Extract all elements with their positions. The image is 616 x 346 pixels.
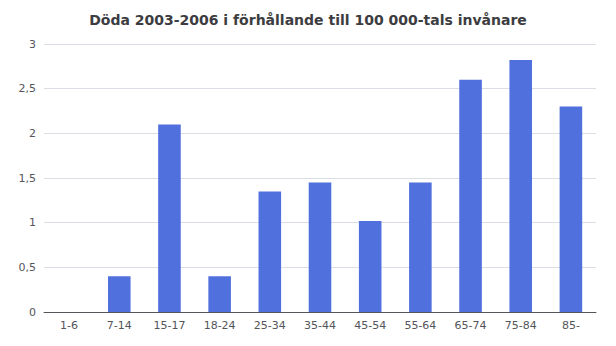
svg-text:1: 1 bbox=[29, 216, 36, 229]
svg-text:3: 3 bbox=[29, 38, 36, 51]
svg-text:75-84: 75-84 bbox=[505, 319, 537, 332]
svg-text:2,5: 2,5 bbox=[19, 82, 37, 95]
svg-text:85-: 85- bbox=[562, 319, 580, 332]
svg-text:35-44: 35-44 bbox=[304, 319, 336, 332]
svg-text:15-17: 15-17 bbox=[153, 319, 185, 332]
svg-text:1-6: 1-6 bbox=[60, 319, 78, 332]
svg-text:18-24: 18-24 bbox=[204, 319, 236, 332]
svg-text:1,5: 1,5 bbox=[19, 172, 37, 185]
svg-text:0: 0 bbox=[29, 306, 36, 319]
svg-text:45-54: 45-54 bbox=[354, 319, 386, 332]
svg-text:55-64: 55-64 bbox=[404, 319, 436, 332]
svg-text:0,5: 0,5 bbox=[19, 261, 37, 274]
svg-text:65-74: 65-74 bbox=[455, 319, 487, 332]
svg-text:2: 2 bbox=[29, 127, 36, 140]
svg-text:7-14: 7-14 bbox=[107, 319, 132, 332]
svg-text:Döda 2003-2006 i förhållande t: Döda 2003-2006 i förhållande till 100 00… bbox=[89, 12, 527, 28]
svg-text:25-34: 25-34 bbox=[254, 319, 286, 332]
